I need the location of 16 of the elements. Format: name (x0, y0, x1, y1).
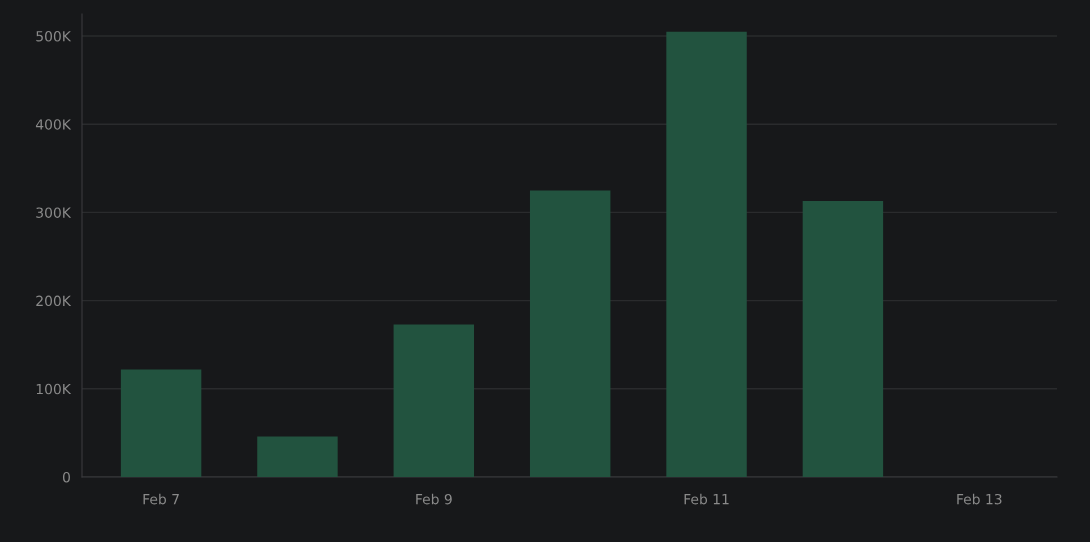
bar (393, 324, 475, 477)
bar (257, 436, 338, 477)
bar (666, 31, 747, 477)
x-tick-label: Feb 7 (143, 493, 179, 505)
y-tick-label: 200K (36, 295, 72, 307)
x-tick-label: Feb 11 (684, 493, 729, 505)
bar (529, 190, 611, 477)
x-tick-label: Feb 13 (957, 493, 1002, 505)
y-tick-label: 0 (62, 471, 70, 483)
y-tick-label: 100K (36, 383, 72, 395)
y-tick-label: 500K (36, 31, 72, 42)
bar (120, 369, 202, 477)
y-tick-label: 400K (35, 119, 72, 130)
bar (802, 200, 884, 477)
y-tick-label: 300K (36, 207, 72, 218)
x-tick-label: Feb 9 (416, 493, 452, 505)
